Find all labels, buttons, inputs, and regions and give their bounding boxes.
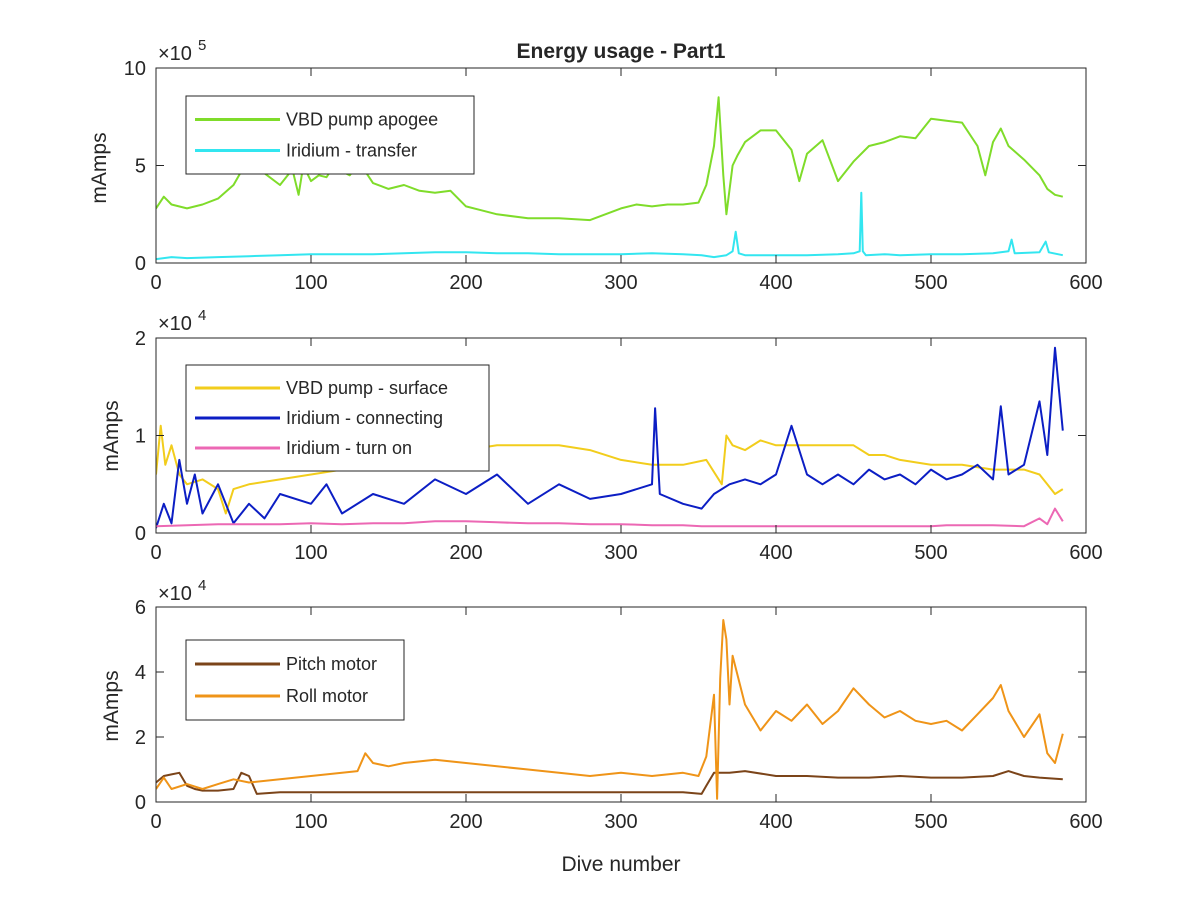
- series-line-pitch-motor: [156, 770, 1063, 795]
- x-tick-label: 600: [1069, 272, 1102, 294]
- y-tick-label: 0: [135, 253, 146, 275]
- x-tick-label: 500: [914, 272, 947, 294]
- y-tick-label: 5: [135, 156, 146, 178]
- legend-label: Pitch motor: [286, 654, 377, 674]
- y-tick-label: 1: [135, 426, 146, 448]
- x-tick-label: 100: [294, 542, 327, 564]
- chart-title: Energy usage - Part1: [517, 40, 726, 63]
- series-line-roll-motor: [156, 619, 1064, 800]
- x-tick-label: 400: [759, 811, 792, 833]
- y-axis-label: mAmps: [100, 400, 123, 471]
- y-axis-label: mAmps: [100, 670, 123, 741]
- series-line-iridium-turn-on: [156, 507, 1064, 528]
- x-tick-label: 100: [294, 811, 327, 833]
- legend-label: VBD pump apogee: [286, 110, 438, 130]
- x-tick-label: 0: [150, 811, 161, 833]
- legend: VBD pump apogee Iridium - transfer: [185, 95, 475, 175]
- legend-label: Iridium - transfer: [286, 141, 417, 161]
- legend-label: Iridium - connecting: [286, 408, 443, 428]
- y-tick-label: 6: [135, 597, 146, 619]
- x-tick-label: 200: [449, 811, 482, 833]
- exponent-base: ×10: [158, 313, 192, 335]
- x-tick-label: 400: [759, 542, 792, 564]
- series-group: [156, 346, 1064, 529]
- y-tick-label: 2: [135, 328, 146, 350]
- panel-energy-motors: ×10 4 mAmps Dive number 0 100 200 300 400 500…: [100, 577, 1103, 876]
- x-tick-label: 0: [150, 272, 161, 294]
- legend-label: VBD pump - surface: [286, 378, 448, 398]
- y-tick-label: 0: [135, 523, 146, 545]
- y-tick-label: 4: [135, 662, 146, 684]
- exponent-power: 4: [198, 307, 206, 324]
- x-tick-label: 300: [604, 542, 637, 564]
- series-group: [156, 619, 1064, 800]
- exponent-label: ×10 4: [158, 577, 206, 605]
- exponent-base: ×10: [158, 43, 192, 65]
- series-line-vbd-pump-surface: [156, 424, 1064, 515]
- x-tick-label: 0: [150, 542, 161, 564]
- y-axis-label: mAmps: [88, 132, 111, 203]
- exponent-label: ×10 5: [158, 37, 206, 65]
- y-tick-label: 2: [135, 727, 146, 749]
- legend-label: Iridium - turn on: [286, 438, 412, 458]
- x-tick-label: 300: [604, 811, 637, 833]
- x-tick-label: 500: [914, 811, 947, 833]
- y-tick-label: 10: [124, 58, 146, 80]
- exponent-base: ×10: [158, 583, 192, 605]
- x-tick-label: 400: [759, 272, 792, 294]
- legend-label: Roll motor: [286, 686, 368, 706]
- exponent-power: 5: [198, 37, 206, 54]
- exponent-label: ×10 4: [158, 307, 206, 335]
- x-axis-label: Dive number: [561, 853, 680, 876]
- exponent-power: 4: [198, 577, 206, 594]
- x-tick-label: 200: [449, 272, 482, 294]
- x-tick-label: 600: [1069, 811, 1102, 833]
- y-tick-label: 0: [135, 792, 146, 814]
- panel-energy-surface: ×10 4 mAmps 0 100 200 300 400 500 600 0 1 2 VBD pu…: [100, 307, 1103, 564]
- series-line-iridium-transfer: [156, 191, 1064, 261]
- x-tick-label: 600: [1069, 542, 1102, 564]
- legend-box: [185, 639, 405, 721]
- x-tick-label: 300: [604, 272, 637, 294]
- panel-energy-apogee: Energy usage - Part1 ×10 5 mAmps 0 100 200…: [88, 37, 1103, 294]
- series-line-iridium-connecting: [156, 346, 1064, 529]
- legend-box: [185, 95, 475, 175]
- x-tick-label: 200: [449, 542, 482, 564]
- legend: Pitch motor Roll motor: [185, 639, 405, 721]
- x-tick-label: 100: [294, 272, 327, 294]
- legend: VBD pump - surface Iridium - connecting Ir…: [185, 364, 490, 472]
- x-tick-label: 500: [914, 542, 947, 564]
